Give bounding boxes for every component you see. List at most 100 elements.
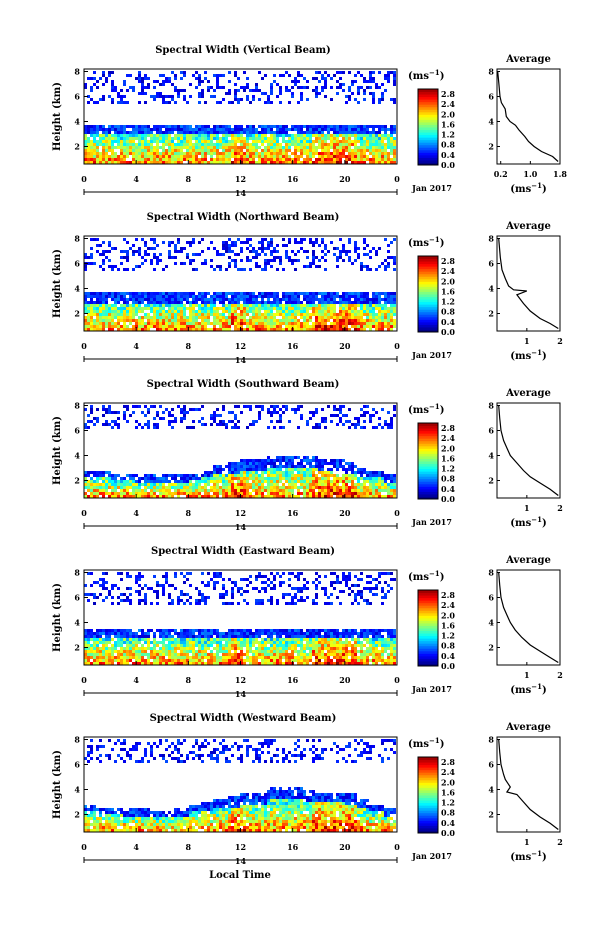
heatmap-cell <box>387 307 390 310</box>
heatmap-cell <box>309 316 312 319</box>
heatmap-cell <box>159 480 162 483</box>
heatmap-cell <box>273 325 276 328</box>
heatmap-cell <box>216 134 219 137</box>
heatmap-cell <box>339 298 342 301</box>
heatmap-cell <box>198 131 201 134</box>
heatmap-cell <box>132 89 135 92</box>
heatmap-cell <box>207 319 210 322</box>
heatmap-cell <box>360 265 363 268</box>
heatmap-cell <box>198 292 201 295</box>
heatmap-cell <box>330 292 333 295</box>
heatmap-cell <box>318 319 321 322</box>
heatmap-cell <box>120 155 123 158</box>
heatmap-cell <box>330 325 333 328</box>
heatmap-cell <box>246 149 249 152</box>
heatmap-cell <box>336 86 339 89</box>
heatmap-cell <box>378 423 381 426</box>
heatmap-cell <box>342 259 345 262</box>
heatmap-cell <box>126 125 129 128</box>
heatmap-cell <box>384 322 387 325</box>
heatmap-cell <box>213 477 216 480</box>
heatmap-cell <box>153 95 156 98</box>
heatmap-cell <box>105 295 108 298</box>
heatmap-cell <box>111 295 114 298</box>
heatmap-cell <box>333 313 336 316</box>
heatmap-cell <box>111 101 114 104</box>
heatmap-cell <box>192 238 195 241</box>
heatmap-cell <box>342 459 345 462</box>
heatmap-cell <box>321 89 324 92</box>
heatmap-cell <box>222 304 225 307</box>
heatmap-cell <box>261 465 264 468</box>
heatmap-cell <box>273 486 276 489</box>
heatmap-cell <box>120 158 123 161</box>
heatmap-cell <box>369 325 372 328</box>
heatmap-cell <box>177 405 180 408</box>
heatmap-cell <box>99 656 102 659</box>
heatmap-cell <box>255 128 258 131</box>
heatmap-cell <box>363 307 366 310</box>
heatmap-cell <box>216 86 219 89</box>
heatmap-cell <box>129 310 132 313</box>
heatmap-cell <box>201 262 204 265</box>
heatmap-cell <box>138 140 141 143</box>
heatmap-cell <box>102 158 105 161</box>
heatmap-cell <box>102 405 105 408</box>
heatmap-cell <box>294 480 297 483</box>
heatmap-cell <box>222 98 225 101</box>
heatmap-cell <box>294 301 297 304</box>
heatmap-cell <box>315 307 318 310</box>
heatmap-cell <box>159 140 162 143</box>
heatmap-cell <box>96 647 99 650</box>
heatmap-cell <box>339 149 342 152</box>
heatmap-cell <box>201 405 204 408</box>
heatmap-cell <box>309 134 312 137</box>
heatmap-cell <box>159 259 162 262</box>
heatmap-cell <box>363 489 366 492</box>
heatmap-cell <box>213 319 216 322</box>
heatmap-cell <box>318 244 321 247</box>
heatmap-cell <box>324 158 327 161</box>
x-tick-label: 0 <box>394 508 400 518</box>
x-tick-label: 16 <box>287 508 299 518</box>
heatmap-cell <box>114 584 117 587</box>
heatmap-cell <box>195 322 198 325</box>
heatmap-cell <box>300 462 303 465</box>
heatmap-cell <box>201 480 204 483</box>
heatmap-cell <box>243 486 246 489</box>
heatmap-cell <box>372 426 375 429</box>
heatmap-cell <box>198 298 201 301</box>
heatmap-cell <box>231 316 234 319</box>
heatmap-cell <box>228 89 231 92</box>
heatmap-cell <box>171 408 174 411</box>
heatmap-cell <box>159 292 162 295</box>
heatmap-cell <box>174 89 177 92</box>
heatmap-cell <box>345 128 348 131</box>
heatmap-cell <box>246 310 249 313</box>
heatmap-cell <box>252 152 255 155</box>
average-x-tick-label: 1.8 <box>553 169 567 179</box>
heatmap-cell <box>354 137 357 140</box>
heatmap-cell <box>132 292 135 295</box>
heatmap-cell <box>363 247 366 250</box>
heatmap-cell <box>150 483 153 486</box>
heatmap-cell <box>231 304 234 307</box>
heatmap-cell <box>123 316 126 319</box>
heatmap-cell <box>87 659 90 662</box>
heatmap-cell <box>105 128 108 131</box>
heatmap-cell <box>327 471 330 474</box>
heatmap-cell <box>267 101 270 104</box>
heatmap-cell <box>96 250 99 253</box>
heatmap-cell <box>111 420 114 423</box>
heatmap-cell <box>282 316 285 319</box>
heatmap-cell <box>369 77 372 80</box>
heatmap-cell <box>132 134 135 137</box>
heatmap-cell <box>105 492 108 495</box>
heatmap-cell <box>324 322 327 325</box>
heatmap-cell <box>108 641 111 644</box>
heatmap-cell <box>315 238 318 241</box>
heatmap-cell <box>330 307 333 310</box>
heatmap-cell <box>246 298 249 301</box>
panel-3: Spectral Width (Eastward Beam)2468Height… <box>52 546 563 699</box>
heatmap-cell <box>258 140 261 143</box>
